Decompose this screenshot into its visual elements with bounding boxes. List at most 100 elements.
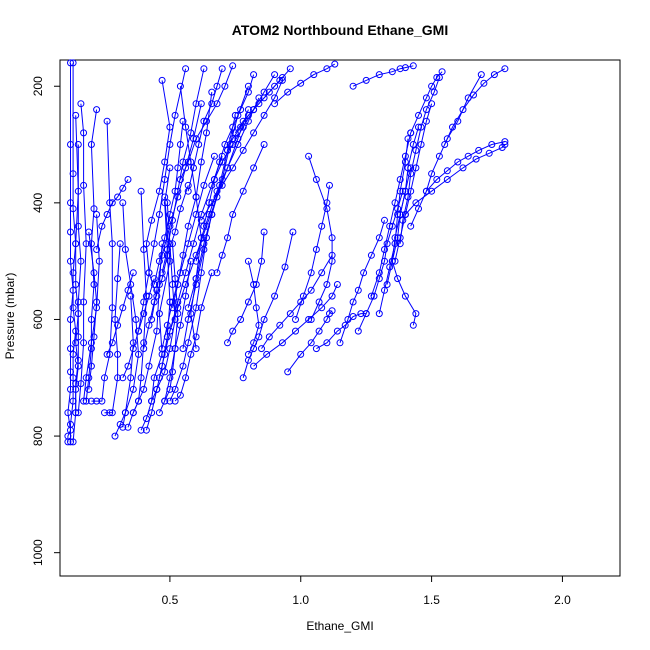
- series-layer: [64, 59, 509, 446]
- y-axis: 200 400 600 800 1000: [31, 76, 61, 566]
- data-point: [77, 380, 85, 388]
- series-profile: [349, 62, 417, 90]
- data-point: [443, 176, 451, 183]
- data-point: [409, 141, 417, 148]
- series-profile: [213, 141, 268, 277]
- series-line: [316, 313, 367, 350]
- data-point: [412, 164, 420, 172]
- data-point: [409, 62, 417, 70]
- y-tick-label: 600: [31, 309, 45, 329]
- data-point: [166, 257, 174, 265]
- data-point: [155, 409, 163, 417]
- data-point: [192, 135, 200, 143]
- data-point: [360, 269, 368, 277]
- data-point: [370, 292, 378, 300]
- data-point: [464, 152, 472, 160]
- data-point: [116, 240, 124, 248]
- data-point: [72, 281, 80, 288]
- data-point: [85, 228, 93, 236]
- data-point: [182, 269, 190, 277]
- data-point: [417, 123, 425, 131]
- series-line: [444, 68, 506, 145]
- data-point: [234, 135, 242, 143]
- data-point: [323, 339, 331, 347]
- data-point: [485, 149, 493, 157]
- data-point: [229, 123, 237, 131]
- data-point: [244, 356, 252, 364]
- x-tick-label: 1.5: [423, 593, 440, 607]
- x-tick-label: 0.5: [162, 593, 179, 607]
- data-point: [145, 269, 153, 277]
- series-line: [242, 231, 294, 378]
- series-profile: [284, 307, 336, 376]
- data-point: [404, 193, 412, 201]
- series-line: [174, 272, 213, 402]
- data-point: [250, 281, 258, 288]
- data-point: [297, 79, 305, 87]
- data-point: [407, 164, 415, 172]
- data-point: [292, 327, 299, 335]
- data-point: [367, 251, 375, 259]
- data-point: [297, 350, 305, 358]
- data-point: [114, 350, 122, 358]
- data-point: [184, 181, 192, 189]
- data-point: [74, 222, 82, 230]
- data-point: [87, 362, 95, 370]
- series-profile: [250, 281, 341, 370]
- data-point: [286, 65, 294, 73]
- data-point: [74, 141, 82, 148]
- series-profile: [166, 106, 252, 335]
- data-point: [114, 374, 122, 382]
- data-point: [386, 263, 394, 271]
- data-point: [412, 146, 420, 154]
- series-profile: [401, 141, 509, 218]
- data-point: [176, 391, 184, 399]
- data-point: [69, 350, 77, 358]
- data-point: [69, 304, 77, 312]
- data-point: [187, 129, 195, 137]
- data-point: [386, 222, 394, 230]
- data-point: [137, 187, 145, 195]
- data-point: [265, 88, 273, 96]
- series-profile: [176, 62, 237, 183]
- data-point: [490, 71, 498, 79]
- data-point: [95, 257, 103, 265]
- data-point: [213, 269, 221, 277]
- data-point: [354, 286, 362, 294]
- data-point: [148, 409, 156, 417]
- data-point: [271, 82, 279, 90]
- data-point: [142, 240, 150, 248]
- data-point: [258, 345, 265, 353]
- data-point: [401, 211, 409, 218]
- data-point: [77, 257, 85, 265]
- data-point: [258, 257, 265, 265]
- data-point: [161, 176, 169, 183]
- data-point: [237, 106, 245, 114]
- data-point: [278, 339, 286, 347]
- data-point: [224, 339, 231, 347]
- data-point: [307, 286, 315, 294]
- data-point: [323, 205, 331, 213]
- series-profile: [271, 60, 339, 108]
- data-point: [362, 76, 370, 84]
- y-tick-label: 800: [31, 426, 45, 446]
- data-point: [166, 385, 174, 393]
- data-point: [148, 216, 156, 224]
- data-point: [64, 409, 72, 417]
- data-point: [326, 181, 333, 189]
- data-point: [203, 129, 210, 137]
- data-point: [171, 275, 179, 283]
- data-point: [150, 275, 158, 283]
- data-point: [399, 216, 407, 224]
- data-point: [166, 141, 174, 148]
- data-point: [409, 321, 417, 329]
- data-point: [388, 257, 396, 265]
- data-point: [74, 409, 82, 417]
- series-line: [158, 156, 223, 378]
- data-point: [174, 304, 182, 312]
- data-point: [93, 106, 101, 114]
- data-point: [412, 310, 420, 318]
- data-point: [375, 234, 383, 242]
- data-point: [401, 64, 409, 72]
